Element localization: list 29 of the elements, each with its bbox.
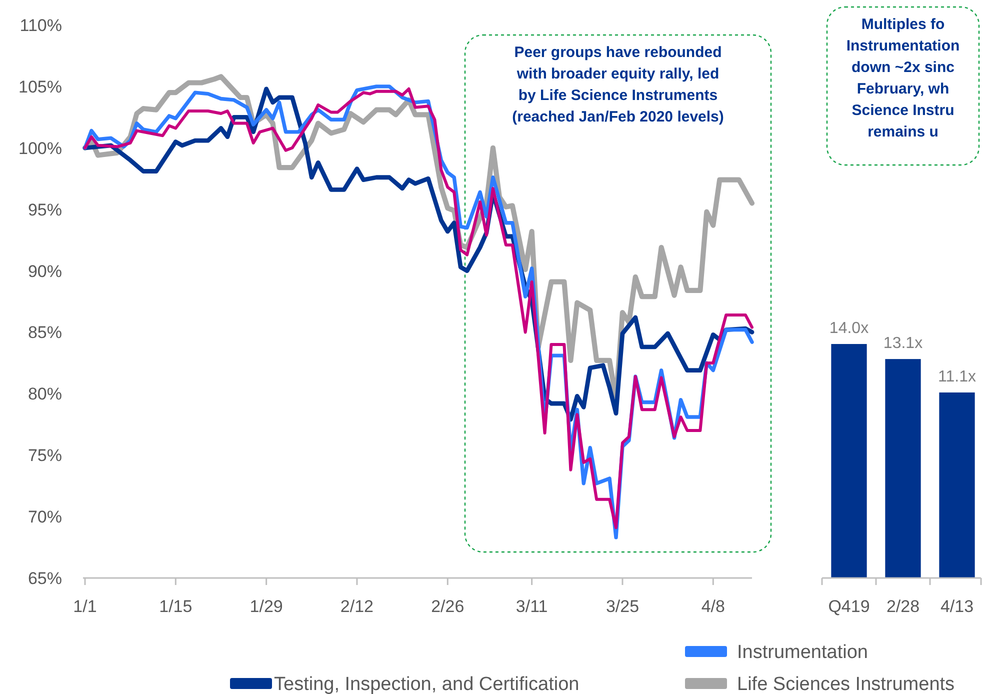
text: Multiples fo Instrumentation down ~2x sinc February, wh Science Instru remains u: [846, 16, 960, 140]
y-tick-label: 85%: [28, 323, 62, 342]
x-tick-label: 2/26: [431, 597, 464, 616]
x-tick-label: 4/13: [940, 597, 974, 616]
x-tick-label: 4/8: [701, 597, 725, 616]
legend-label: Instrumentation: [737, 642, 868, 663]
y-tick-label: 95%: [28, 200, 62, 220]
x-tick-label: 1/29: [250, 597, 283, 616]
annotation: Peer groups have rebounded with broader equity rally, led by Life Science Instruments (reached Jan/Feb 2020 levels): [512, 44, 724, 126]
y-tick-label: 110%: [20, 16, 62, 35]
y-tick-label: 105%: [18, 77, 62, 96]
data-label: 11.1x: [938, 368, 976, 386]
y-tick-label: 80%: [28, 384, 62, 404]
legend-label: Life Sciences Instruments: [737, 674, 955, 694]
legend-label: Testing, Inspection, and Certification: [274, 674, 580, 694]
y-tick-label: 65%: [28, 569, 62, 588]
data-label: 13.1x: [883, 335, 923, 352]
x-tick-label: 1/15: [159, 597, 192, 616]
x-tick-label: 2/28: [886, 597, 920, 616]
data-label: 14.0x: [829, 320, 869, 337]
x-tick-label: 3/11: [516, 597, 548, 616]
x-tick-label: 2/12: [340, 597, 374, 616]
y-tick-label: 70%: [28, 508, 62, 527]
x-tick-label: 1/1: [73, 597, 97, 616]
x-tick-label: Q419: [828, 597, 870, 616]
x-tick-label: 3/25: [606, 597, 640, 616]
y-tick-label: 75%: [28, 446, 62, 466]
y-tick-label: 90%: [28, 262, 62, 281]
y-tick-label: 100%: [18, 138, 62, 158]
